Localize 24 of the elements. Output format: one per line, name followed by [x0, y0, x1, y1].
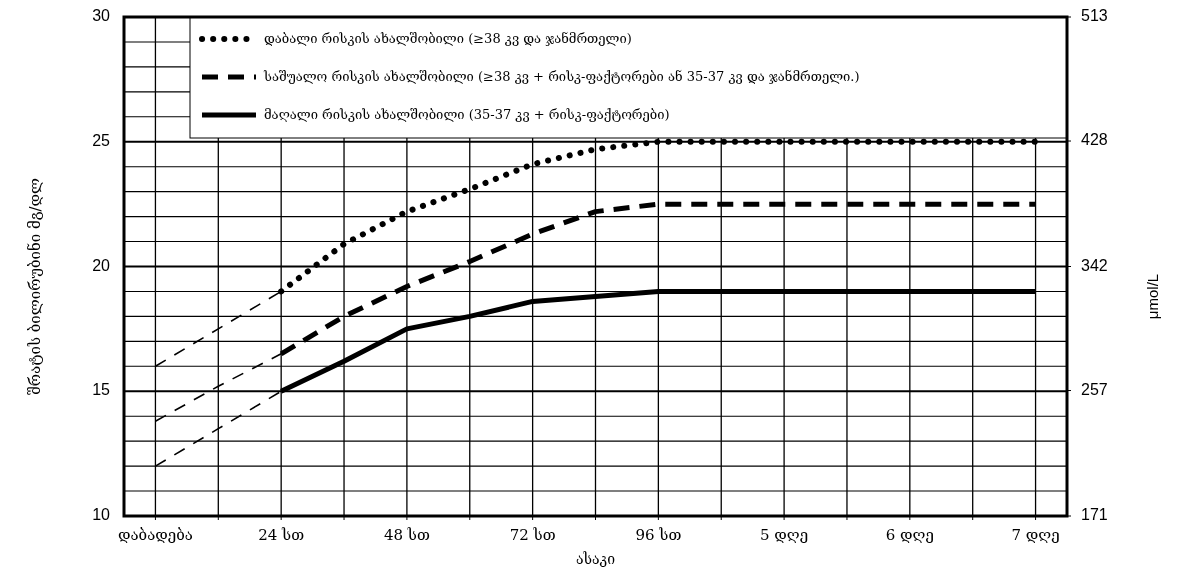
x-tick-label: 72 სთ	[509, 526, 556, 544]
legend-label: დაბალი რისკის ახალშობილი (≥38 კვ და ჯანმრთელი)	[264, 30, 632, 46]
y-tick-label: 15	[92, 381, 111, 399]
y-tick-label: 10	[92, 506, 111, 524]
y2-tick-label: 513	[1081, 7, 1108, 25]
x-tick-label: 96 სთ	[635, 526, 682, 544]
y2-tick-label: 171	[1081, 506, 1108, 524]
y2-tick-label: 428	[1081, 131, 1108, 149]
x-tick-label: 48 სთ	[383, 526, 430, 544]
x-axis-title: ასაკი	[575, 551, 616, 567]
x-tick-label: 7 დღე	[1011, 526, 1060, 544]
x-tick-label: 24 სთ	[258, 526, 305, 544]
x-tick-label: 5 დღე	[760, 526, 809, 544]
y2-tick-label: 342	[1081, 256, 1108, 274]
y-tick-label: 30	[92, 7, 111, 25]
x-tick-label: დაბადება	[117, 526, 193, 544]
y2-axis-title: μmol/L	[1144, 273, 1161, 320]
x-tick-label: 6 დღე	[885, 526, 934, 544]
legend-label: მაღალი რისკის ახალშობილი (35-37 კვ + რისკ-ფაქტორები)	[264, 106, 670, 122]
y-axis-title: შრატის ბილირუბინი მგ/დლ	[26, 177, 44, 396]
y2-tick-label: 257	[1081, 380, 1108, 398]
y-tick-label: 20	[92, 256, 111, 274]
legend-label: საშუალო რისკის ახალშობილი (≥38 კვ + რისკ-ფაქტორები ან 35-37 კვ და ჯანმრთელი.)	[263, 68, 860, 84]
y-tick-label: 25	[92, 131, 111, 149]
